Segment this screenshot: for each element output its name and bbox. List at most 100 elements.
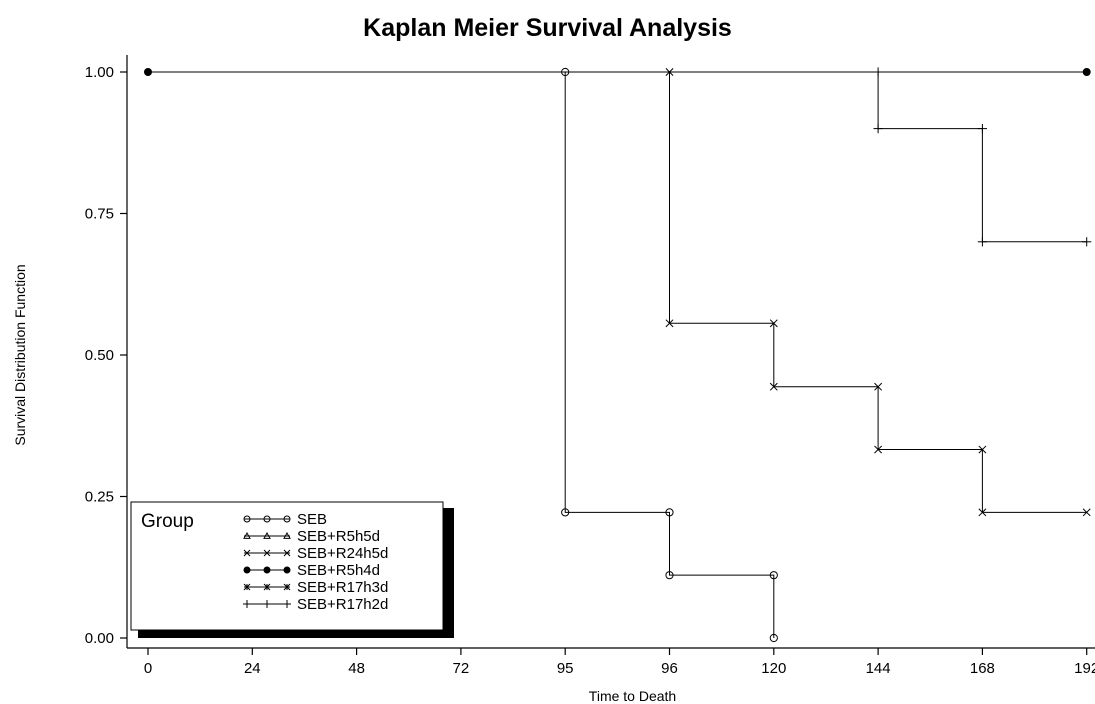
marker-shape xyxy=(263,549,271,557)
marker-shape xyxy=(263,531,271,539)
marker-shape xyxy=(283,566,291,574)
x-marker xyxy=(874,445,883,454)
plus-marker xyxy=(977,124,987,134)
filled-circle-marker xyxy=(1082,68,1091,76)
marker-shape xyxy=(665,319,674,328)
legend-label: SEB+R5h5d xyxy=(297,528,380,545)
x-tick-label: 120 xyxy=(761,660,786,677)
triangle-marker xyxy=(263,531,271,539)
series-line xyxy=(877,72,1087,243)
legend-label: SEB+R24h5d xyxy=(297,545,388,562)
plus-marker xyxy=(283,600,291,608)
legend-entry: SEB+R5h4d xyxy=(243,562,380,579)
marker-shape xyxy=(1082,508,1091,517)
star-marker xyxy=(283,583,291,591)
axes: 0.00 0.25 0.50 0.75 1.00 0 24 48 72 95 96 120 144 168… xyxy=(85,55,1095,677)
triangle-marker xyxy=(283,531,291,539)
filled-circle-marker xyxy=(243,566,251,574)
legend-entry: SEB+R17h2d xyxy=(243,596,388,613)
marker-shape xyxy=(243,515,251,523)
x-marker xyxy=(769,382,778,391)
legend-label: SEB xyxy=(297,511,327,528)
marker-shape xyxy=(283,549,291,557)
x-tick-label: 144 xyxy=(866,660,891,677)
marker-shape xyxy=(874,382,883,391)
filled-circle-marker xyxy=(283,566,291,574)
x-marker xyxy=(978,445,987,454)
marker-shape xyxy=(243,531,251,539)
marker-shape xyxy=(263,566,271,574)
y-tick-label: 0.75 xyxy=(85,206,114,223)
marker-shape xyxy=(769,382,778,391)
plus-marker xyxy=(243,600,251,608)
marker-shape xyxy=(769,571,778,580)
marker-shape xyxy=(243,583,251,591)
series-layer xyxy=(144,67,1092,643)
marker-shape xyxy=(769,633,778,643)
x-tick-label: 168 xyxy=(970,660,995,677)
circle-marker xyxy=(769,571,778,580)
series-line xyxy=(669,72,1087,513)
x-tick-label: 72 xyxy=(453,660,470,677)
star-marker xyxy=(263,583,271,591)
x-marker xyxy=(874,382,883,391)
plus-marker xyxy=(873,124,883,134)
x-marker xyxy=(263,549,271,557)
chart-title: Kaplan Meier Survival Analysis xyxy=(363,14,732,42)
circle-marker xyxy=(665,508,674,517)
x-tick-label: 95 xyxy=(557,660,574,677)
marker-shape xyxy=(1082,68,1091,76)
x-tick-label: 192 xyxy=(1074,660,1095,677)
y-tick-label: 0.50 xyxy=(85,347,114,364)
legend-label: SEB+R5h4d xyxy=(297,562,380,579)
marker-shape xyxy=(561,508,570,517)
marker-shape xyxy=(665,571,674,580)
x-tick-label: 0 xyxy=(144,660,152,677)
legend-entry: SEB+R5h5d xyxy=(243,528,380,545)
marker-shape xyxy=(283,583,291,591)
x-marker xyxy=(665,319,674,328)
circle-marker xyxy=(665,571,674,580)
filled-circle-marker xyxy=(263,566,271,574)
legend-entry: SEB xyxy=(243,511,327,528)
series-2 xyxy=(665,68,1091,517)
x-marker xyxy=(283,549,291,557)
marker-shape xyxy=(283,515,291,523)
legend-title: Group xyxy=(141,511,194,532)
triangle-marker xyxy=(243,531,251,539)
marker-shape xyxy=(874,445,883,454)
marker-shape xyxy=(978,508,987,517)
legend-entry: SEB+R24h5d xyxy=(243,545,388,562)
x-marker xyxy=(978,508,987,517)
y-tick-label: 0.00 xyxy=(85,630,114,647)
marker-shape xyxy=(263,515,271,523)
x-marker xyxy=(769,319,778,328)
circle-marker xyxy=(769,633,778,643)
marker-shape xyxy=(144,68,152,76)
x-tick-label: 96 xyxy=(661,660,678,677)
marker-shape xyxy=(263,583,271,591)
x-marker xyxy=(243,549,251,557)
plus-marker xyxy=(263,600,271,608)
marker-shape xyxy=(243,549,251,557)
series-3 xyxy=(144,68,1091,76)
x-axis-title: Time to Death xyxy=(588,688,677,704)
marker-shape xyxy=(243,566,251,574)
plus-marker xyxy=(1082,237,1092,247)
circle-marker xyxy=(243,515,251,523)
marker-shape xyxy=(665,508,674,517)
legend-box xyxy=(130,501,444,631)
series-5 xyxy=(873,67,1092,247)
plus-marker xyxy=(977,237,987,247)
circle-marker xyxy=(263,515,271,523)
x-tick-label: 24 xyxy=(244,660,261,677)
x-marker xyxy=(1082,508,1091,517)
star-marker xyxy=(243,583,251,591)
filled-circle-marker xyxy=(144,68,152,76)
circle-marker xyxy=(561,508,570,517)
marker-shape xyxy=(769,319,778,328)
legend-label: SEB+R17h2d xyxy=(297,596,388,613)
marker-shape xyxy=(978,445,987,454)
